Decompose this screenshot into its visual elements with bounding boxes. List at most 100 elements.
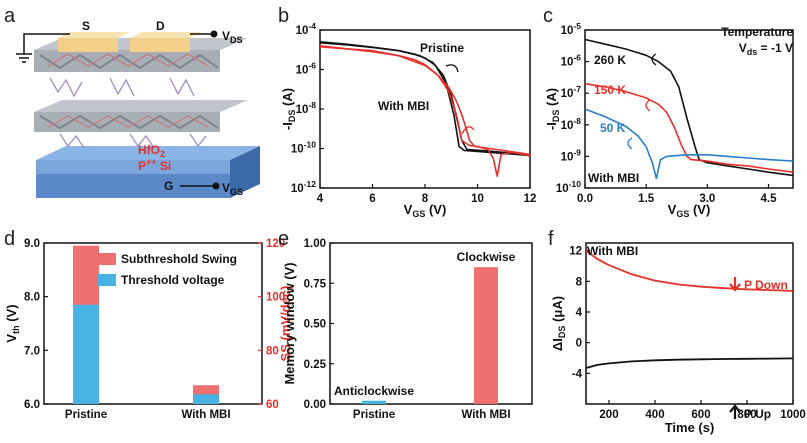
- c-x-tick-label: 3.0: [699, 193, 715, 205]
- c-label-50k: 50 K: [600, 121, 626, 135]
- ground-icon: [16, 53, 32, 63]
- hfo2-label: HfO2: [138, 143, 165, 159]
- vgs-terminal-icon: [212, 182, 220, 190]
- ground-wire: [23, 33, 70, 54]
- source-electrode: [58, 32, 130, 52]
- d-legend-swatch-vth: [98, 274, 116, 286]
- panel-label-b: b: [278, 5, 289, 27]
- vds-terminal-icon: [210, 30, 218, 38]
- b-annotation-pristine: Pristine: [420, 41, 464, 55]
- e-category-label: With MBI: [461, 409, 510, 421]
- e-y-tick-label: 0.00: [304, 399, 326, 411]
- b-y-tick-label: 10-6: [296, 61, 317, 77]
- c-annotation-temperature: Temperature: [721, 25, 793, 39]
- panel-a: a: [4, 5, 260, 198]
- f-annotation-with-mbi: With MBI: [587, 244, 638, 258]
- f-label-p-up: P Up: [744, 407, 771, 421]
- c-annotation-vds: Vds = -1 V: [739, 41, 793, 57]
- c-arrow-50k-icon: [627, 137, 633, 150]
- c-x-tick-label: 4.5: [761, 193, 778, 205]
- b-x-tick-label: 4: [317, 193, 324, 205]
- e-bar-label-2: Clockwise: [457, 250, 516, 264]
- f-y-tick-label: -4: [572, 368, 583, 380]
- hfo2-layer: [36, 160, 230, 174]
- b-x-tick-label: 12: [524, 193, 537, 205]
- panel-c-temperature-curves: c 0.0 1.5 3.0 4.510-1010-910-810-710-610-5 …: [543, 5, 794, 219]
- d-legend-swatch-ss: [98, 253, 116, 265]
- e-bar-2: [474, 267, 498, 404]
- d-left-y-tick-label: 7.0: [24, 345, 40, 357]
- panel-label-e: e: [278, 228, 289, 250]
- d-left-y-tick-label: 8.0: [24, 292, 40, 304]
- c-series-line-3: [584, 108, 794, 180]
- drain-label: D: [156, 19, 165, 33]
- substrate-side: [230, 146, 260, 198]
- c-label-150k: 150 K: [594, 83, 626, 97]
- f-series-line-1: [585, 249, 794, 292]
- d-left-y-tick-label: 9.0: [24, 238, 40, 250]
- c-y-tick-label: 10-8: [561, 116, 582, 132]
- d-category-label: Pristine: [65, 409, 107, 421]
- f-y-tick-label: 0: [576, 338, 582, 350]
- d-left-y-axis-label: Vth (V): [4, 304, 21, 342]
- f-x-axis-label: Time (s): [665, 420, 715, 435]
- f-plot-frame: [585, 242, 794, 405]
- e-y-tick-label: 1.00: [304, 238, 326, 250]
- vds-label: VDS: [222, 29, 243, 45]
- d-right-y-tick-label: 100: [266, 292, 285, 304]
- c-y-tick-label: 10-6: [561, 53, 582, 69]
- drain-electrode: [130, 32, 202, 52]
- f-x-tick-label: 400: [645, 409, 664, 421]
- f-label-p-down: P Down: [744, 278, 788, 292]
- c-annotation-with-mbi: With MBI: [588, 171, 639, 185]
- d-left-y-tick-label: 6.0: [24, 399, 40, 411]
- gate-label: G: [164, 179, 173, 193]
- panel-label-c: c: [543, 5, 553, 27]
- c-y-tick-label: 10-7: [561, 84, 582, 100]
- d-right-y-tick-label: 80: [266, 345, 279, 357]
- f-y-tick-label: 12: [569, 246, 582, 258]
- b-x-tick-label: 8: [422, 193, 429, 205]
- f-y-axis-label: ΔIDS (μA): [550, 296, 567, 351]
- e-bar-label-1: Anticlockwise: [334, 384, 414, 398]
- b-y-tick-label: 10-12: [291, 179, 316, 195]
- c-x-tick-label: 1.5: [638, 193, 655, 205]
- b-x-tick-label: 6: [369, 193, 375, 205]
- perovskite-layer-middle: [34, 100, 248, 132]
- e-y-tick-label: 0.75: [304, 278, 327, 290]
- e-plot-frame: [329, 242, 533, 405]
- panel-e-memory-window-bars: e 0.00 0.25 0.50 0.75 1.00 Anticlockwise Clock…: [278, 228, 533, 421]
- panel-d-vth-ss-bars: d 6.0 7.0 8.0 9.0 60 80 100 120 Pristine With MBI…: [4, 228, 293, 421]
- c-y-axis-label: -IDS (A): [544, 88, 561, 130]
- panel-label-d: d: [4, 228, 15, 250]
- b-y-tick-label: 10-8: [296, 100, 317, 116]
- source-label: S: [82, 19, 90, 33]
- d-right-y-tick-label: 120: [266, 238, 285, 250]
- d-legend-label-vth: Threshold voltage: [121, 273, 225, 287]
- organic-spacer-top: [49, 77, 195, 98]
- c-x-tick-label: 0.0: [577, 193, 593, 205]
- substrate-label: P++ Si: [138, 157, 171, 173]
- b-hysteresis-arrow-red-icon: [461, 126, 475, 135]
- e-y-axis-label: Memory window (V): [282, 262, 297, 384]
- f-y-tick-label: 4: [576, 307, 583, 319]
- c-series-line-2: [584, 82, 794, 173]
- panel-label-a: a: [4, 5, 16, 27]
- b-hysteresis-arrow-black-icon: [445, 64, 459, 73]
- d-category-label: With MBI: [181, 409, 230, 421]
- d-bar-vth-2: [193, 394, 219, 404]
- f-y-tick-label: 8: [576, 276, 583, 288]
- c-series-line-1: [584, 38, 794, 177]
- d-bar-vth-1: [73, 304, 99, 404]
- c-y-tick-label: 10-5: [561, 21, 582, 37]
- f-x-tick-label: 1000: [780, 409, 806, 421]
- c-arrow-150k-icon: [645, 99, 651, 112]
- b-x-axis-label: VGS (V): [404, 202, 447, 219]
- e-bar-1: [362, 400, 386, 404]
- f-up-arrow-icon: [729, 404, 741, 419]
- c-arrow-260k-icon: [651, 53, 657, 66]
- b-y-tick-label: 10-4: [296, 21, 317, 37]
- b-y-axis-label: -IDS (A): [280, 88, 297, 130]
- organic-spacer-bottom: [59, 133, 207, 149]
